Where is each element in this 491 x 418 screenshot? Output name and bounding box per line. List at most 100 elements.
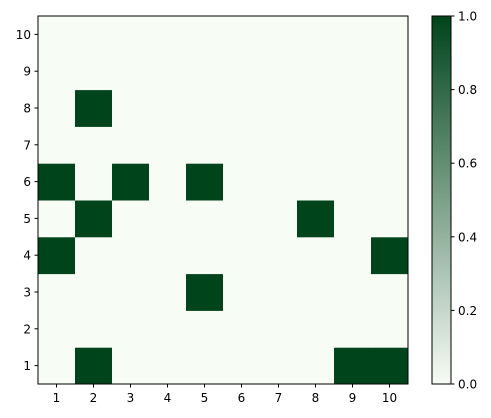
heatmap-cell-2-2 xyxy=(75,310,113,348)
heatmap-cell-9-4 xyxy=(334,236,372,275)
heatmap-cell-8-6 xyxy=(297,163,335,201)
x-tick-label-1: 1 xyxy=(53,391,61,405)
heatmap-cell-10-2 xyxy=(371,310,409,348)
y-tick-label-4: 4 xyxy=(23,249,31,263)
heatmap-cell-6-10 xyxy=(223,16,261,54)
heatmap-cell-5-7 xyxy=(186,126,224,164)
heatmap-cell-5-10 xyxy=(186,16,224,54)
x-tick-label-5: 5 xyxy=(201,391,209,405)
heatmap-cell-10-10 xyxy=(371,16,409,54)
heatmap-cell-3-6 xyxy=(112,163,150,201)
heatmap-cell-1-4 xyxy=(38,236,76,275)
heatmap-cell-3-10 xyxy=(112,16,150,54)
heatmap-cell-6-3 xyxy=(223,273,261,311)
heatmap-cell-3-7 xyxy=(112,126,150,164)
x-tick-label-7: 7 xyxy=(275,391,283,405)
heatmap-cell-5-2 xyxy=(186,310,224,348)
heatmap-cell-1-3 xyxy=(38,273,76,311)
y-tick-label-9: 9 xyxy=(23,65,31,79)
heatmap-cell-1-1 xyxy=(38,347,76,385)
heatmap-cell-6-7 xyxy=(223,126,261,164)
heatmap-cell-3-1 xyxy=(112,347,150,385)
heatmap-cell-6-2 xyxy=(223,310,261,348)
x-tick-label-4: 4 xyxy=(164,391,172,405)
heatmap-cell-6-8 xyxy=(223,89,261,127)
heatmap-cell-10-5 xyxy=(371,200,409,238)
colorbar-tick-label-1: 0.2 xyxy=(458,304,477,318)
colorbar-tick-label-0: 0.0 xyxy=(458,378,477,392)
heatmap-cell-4-9 xyxy=(149,52,187,91)
heatmap-cell-9-2 xyxy=(334,310,372,348)
heatmap-cell-3-5 xyxy=(112,200,150,238)
y-tick-label-3: 3 xyxy=(23,286,31,300)
x-tick-label-3: 3 xyxy=(127,391,135,405)
heatmap-cell-1-6 xyxy=(38,163,76,201)
heatmap-cell-7-9 xyxy=(260,52,298,91)
heatmap-cell-8-3 xyxy=(297,273,335,311)
heatmap-cell-4-3 xyxy=(149,273,187,311)
x-tick-label-6: 6 xyxy=(238,391,246,405)
heatmap-cell-9-7 xyxy=(334,126,372,164)
heatmap-cell-8-4 xyxy=(297,236,335,275)
colorbar-axis: 0.0 0.2 0.4 0.6 0.8 1.0 xyxy=(451,10,477,392)
heatmap-cell-3-8 xyxy=(112,89,150,127)
heatmap-cell-6-6 xyxy=(223,163,261,201)
heatmap-cell-8-9 xyxy=(297,52,335,91)
colorbar-tick-label-5: 1.0 xyxy=(458,10,477,24)
heatmap-cell-2-8 xyxy=(75,89,113,127)
heatmap-cell-4-1 xyxy=(149,347,187,385)
heatmap-cell-7-8 xyxy=(260,89,298,127)
heatmap-cell-2-7 xyxy=(75,126,113,164)
heatmap-cell-4-7 xyxy=(149,126,187,164)
heatmap-cell-8-8 xyxy=(297,89,335,127)
heatmap-cell-2-5 xyxy=(75,200,113,238)
colorbar-tick-label-3: 0.6 xyxy=(458,157,477,171)
heatmap-cell-10-8 xyxy=(371,89,409,127)
heatmap-cell-2-10 xyxy=(75,16,113,54)
heatmap-cell-10-6 xyxy=(371,163,409,201)
heatmap-cell-7-10 xyxy=(260,16,298,54)
heatmap-cell-1-8 xyxy=(38,89,76,127)
heatmap-cell-5-4 xyxy=(186,236,224,275)
heatmap-cell-5-3 xyxy=(186,273,224,311)
heatmap-cell-6-4 xyxy=(223,236,261,275)
heatmap-cell-7-4 xyxy=(260,236,298,275)
x-tick-label-9: 9 xyxy=(349,391,357,405)
heatmap-cell-4-10 xyxy=(149,16,187,54)
y-tick-label-7: 7 xyxy=(23,138,31,152)
heatmap-cell-9-9 xyxy=(334,52,372,91)
x-axis: 1 2 3 4 5 6 7 8 9 10 xyxy=(53,384,397,405)
heatmap-cell-2-3 xyxy=(75,273,113,311)
heatmap-cell-1-2 xyxy=(38,310,76,348)
heatmap-cell-6-1 xyxy=(223,347,261,385)
heatmap-cell-2-1 xyxy=(75,347,113,385)
heatmap-cell-1-10 xyxy=(38,16,76,54)
x-tick-label-10: 10 xyxy=(382,391,397,405)
heatmap-cell-6-5 xyxy=(223,200,261,238)
heatmap-cell-2-9 xyxy=(75,52,113,91)
colorbar-frame xyxy=(431,15,452,385)
heatmap-cell-3-9 xyxy=(112,52,150,91)
heatmap-cell-9-5 xyxy=(334,200,372,238)
heatmap-cell-1-7 xyxy=(38,126,76,164)
heatmap-cell-7-3 xyxy=(260,273,298,311)
heatmap-cell-9-3 xyxy=(334,273,372,311)
heatmap-cell-10-1 xyxy=(371,347,409,385)
heatmap-cell-5-8 xyxy=(186,89,224,127)
heatmap-cell-5-1 xyxy=(186,347,224,385)
heatmap-cell-7-2 xyxy=(260,310,298,348)
heatmap-cell-7-5 xyxy=(260,200,298,238)
heatmap-cell-7-7 xyxy=(260,126,298,164)
x-tick-label-2: 2 xyxy=(90,391,98,405)
heatmap-cell-10-9 xyxy=(371,52,409,91)
heatmap-cell-3-3 xyxy=(112,273,150,311)
heatmap-cell-9-6 xyxy=(334,163,372,201)
heatmap-cell-8-2 xyxy=(297,310,335,348)
y-tick-label-6: 6 xyxy=(23,175,31,189)
heatmap-cell-5-9 xyxy=(186,52,224,91)
y-tick-label-2: 2 xyxy=(23,322,31,336)
heatmap-cells xyxy=(38,16,409,385)
heatmap-cell-10-3 xyxy=(371,273,409,311)
heatmap-cell-2-6 xyxy=(75,163,113,201)
